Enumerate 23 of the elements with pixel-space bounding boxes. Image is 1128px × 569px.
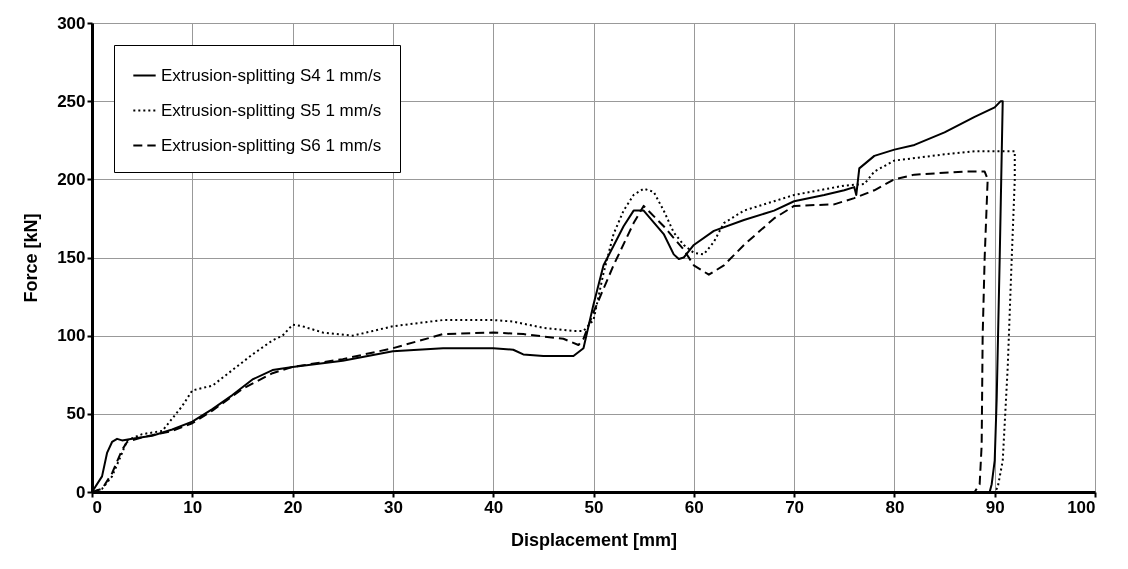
y-tick-label: 100: [57, 326, 86, 346]
x-tick-label: 20: [283, 497, 303, 517]
legend-label: Extrusion-splitting S4 1 mm/s: [161, 65, 382, 85]
x-tick-label: 70: [785, 497, 805, 517]
y-tick-label: 150: [57, 248, 86, 267]
x-tick-label: 90: [985, 497, 1005, 517]
x-tick-label: 30: [383, 497, 403, 517]
y-tick-label: 200: [57, 169, 86, 189]
legend-label: Extrusion-splitting S6 1 mm/s: [161, 135, 382, 155]
x-tick-label: 10: [183, 497, 203, 517]
y-tick-label: 0: [76, 482, 86, 502]
y-tick-label: 50: [66, 404, 86, 424]
y-axis-title: Force [kN]: [21, 213, 42, 303]
x-axis-title: Displacement [mm]: [510, 529, 678, 550]
x-tick-label: 0: [92, 497, 102, 517]
x-tick-label: 60: [684, 497, 704, 517]
x-tick-label: 100: [1067, 497, 1096, 517]
y-tick-label: 300: [57, 13, 86, 33]
x-tick-label: 80: [885, 497, 905, 517]
x-tick-label: 40: [484, 497, 504, 517]
legend-label: Extrusion-splitting S5 1 mm/s: [161, 100, 382, 120]
y-tick-label: 250: [57, 91, 86, 111]
x-tick-label: 50: [584, 497, 604, 517]
